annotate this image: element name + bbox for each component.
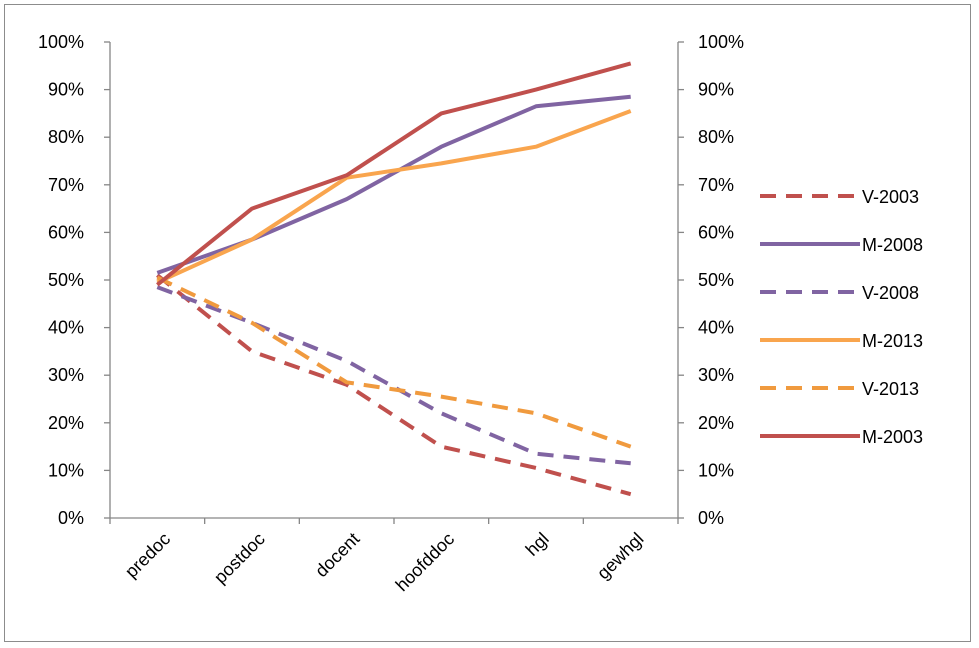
legend-label: V-2013 bbox=[862, 379, 919, 399]
y-tick-label-right: 10% bbox=[698, 460, 734, 480]
y-tick-label-left: 80% bbox=[48, 127, 84, 147]
y-tick-label-right: 100% bbox=[698, 32, 744, 52]
x-tick-label: docent bbox=[311, 529, 363, 581]
series-line-v-2003 bbox=[156, 273, 632, 497]
y-tick-label-right: 40% bbox=[698, 318, 734, 338]
x-tick-label: hgl bbox=[522, 529, 553, 560]
y-tick-label-left: 100% bbox=[38, 32, 84, 52]
y-tick-label-right: 30% bbox=[698, 365, 734, 385]
series-line-m-2013 bbox=[156, 109, 632, 285]
y-tick-label-right: 0% bbox=[698, 508, 724, 528]
y-tick-label-left: 70% bbox=[48, 175, 84, 195]
y-tick-label-left: 10% bbox=[48, 460, 84, 480]
y-tick-label-left: 90% bbox=[48, 80, 84, 100]
y-tick-label-right: 20% bbox=[698, 413, 734, 433]
series-line-m-2008 bbox=[156, 94, 631, 275]
y-tick-label-right: 70% bbox=[698, 175, 734, 195]
y-tick-label-left: 30% bbox=[48, 365, 84, 385]
legend-label: M-2008 bbox=[862, 235, 923, 255]
chart-frame bbox=[4, 4, 971, 642]
y-tick-label-left: 0% bbox=[58, 508, 84, 528]
x-tick-label: hoofddoc bbox=[392, 529, 459, 596]
x-tick-label: postdoc bbox=[210, 529, 269, 588]
x-tick-label: gewhgl bbox=[593, 529, 647, 583]
y-tick-label-left: 20% bbox=[48, 413, 84, 433]
legend-label: V-2008 bbox=[862, 283, 919, 303]
x-tick-label: predoc bbox=[121, 529, 174, 582]
y-tick-label-right: 90% bbox=[698, 80, 734, 100]
series-line-m-2003 bbox=[156, 61, 632, 287]
legend-label: M-2003 bbox=[862, 427, 923, 447]
y-tick-label-left: 60% bbox=[48, 222, 84, 242]
series-line-v-2013 bbox=[156, 275, 632, 449]
y-tick-label-right: 80% bbox=[698, 127, 734, 147]
y-tick-label-left: 40% bbox=[48, 318, 84, 338]
legend-label: V-2003 bbox=[862, 187, 919, 207]
legend-label: M-2013 bbox=[862, 331, 923, 351]
y-tick-label-left: 50% bbox=[48, 270, 84, 290]
y-tick-label-right: 60% bbox=[698, 222, 734, 242]
y-tick-label-right: 50% bbox=[698, 270, 734, 290]
